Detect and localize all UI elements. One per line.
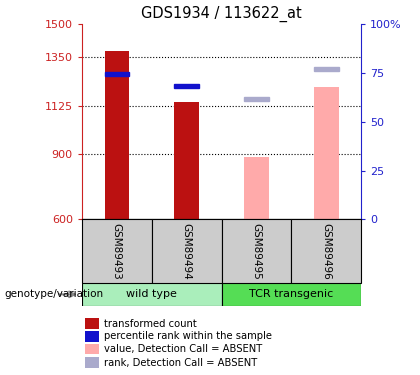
- Bar: [85, 344, 99, 354]
- Text: TCR transgenic: TCR transgenic: [249, 290, 333, 299]
- Bar: [85, 357, 99, 368]
- Text: value, Detection Call = ABSENT: value, Detection Call = ABSENT: [104, 344, 262, 354]
- Bar: [105, 51, 129, 219]
- Text: genotype/variation: genotype/variation: [4, 290, 103, 299]
- Bar: [82, 283, 222, 306]
- Text: GSM89493: GSM89493: [112, 223, 122, 280]
- Text: rank, Detection Call = ABSENT: rank, Detection Call = ABSENT: [104, 357, 257, 368]
- Bar: [174, 84, 199, 88]
- Text: GSM89496: GSM89496: [321, 223, 331, 280]
- Bar: [174, 102, 199, 219]
- Bar: [105, 72, 129, 76]
- Bar: [82, 219, 152, 283]
- Bar: [244, 97, 269, 101]
- Text: transformed count: transformed count: [104, 319, 197, 328]
- Bar: [222, 219, 291, 283]
- Bar: [291, 219, 361, 283]
- Title: GDS1934 / 113622_at: GDS1934 / 113622_at: [141, 5, 302, 22]
- Bar: [85, 318, 99, 329]
- Text: wild type: wild type: [126, 290, 177, 299]
- Text: GSM89494: GSM89494: [181, 223, 192, 280]
- Bar: [314, 67, 339, 71]
- Bar: [152, 219, 222, 283]
- Text: GSM89495: GSM89495: [252, 223, 262, 280]
- Text: percentile rank within the sample: percentile rank within the sample: [104, 332, 272, 341]
- Bar: [244, 156, 269, 219]
- Bar: [314, 87, 339, 219]
- Bar: [85, 331, 99, 342]
- Bar: [222, 283, 361, 306]
